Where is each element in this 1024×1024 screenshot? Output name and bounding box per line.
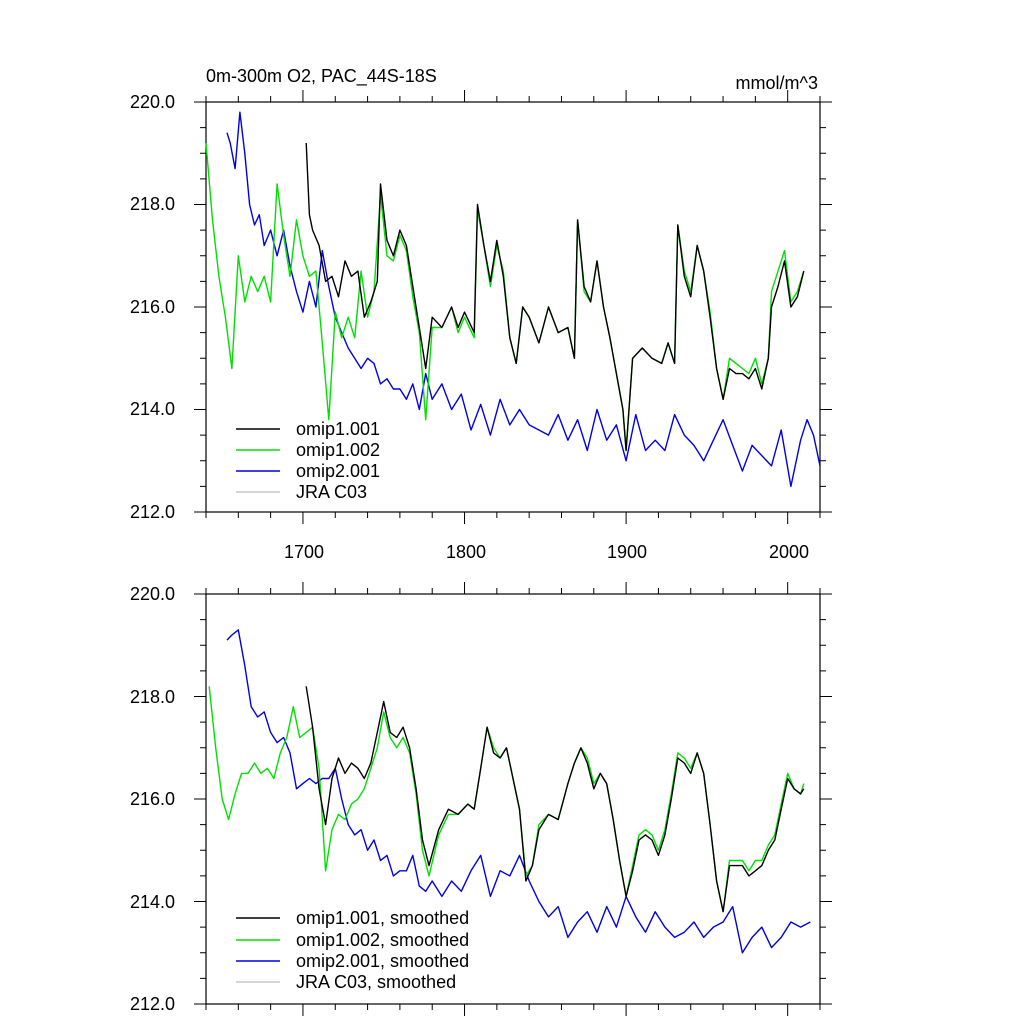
units-label: mmol/m^3 — [736, 73, 818, 93]
bottom-series-group — [208, 629, 811, 954]
y-tick-label-218-b: 218.0 — [130, 687, 175, 707]
bottom-legend: omip1.001, smoothed omip1.002, smoothed … — [236, 908, 469, 992]
legend-label-jra-c03: JRA C03 — [296, 482, 367, 502]
y-tick-label-212: 212.0 — [130, 502, 175, 522]
y-tick-label-212-b: 212.0 — [130, 994, 175, 1014]
top-panel: 0m-300m O2, PAC_44S-18S mmol/m^3 220.0 2… — [130, 66, 832, 562]
legend-label-omip1-002-smoothed: omip1.002, smoothed — [296, 930, 469, 950]
legend-label-omip2-001: omip2.001 — [296, 461, 380, 481]
top-series-omip1-001 — [305, 142, 805, 452]
x-tick-label-1700: 1700 — [284, 542, 324, 562]
top-series-group — [205, 111, 821, 488]
top-series-omip2-001 — [226, 111, 821, 488]
legend-label-jra-c03-smoothed: JRA C03, smoothed — [296, 972, 456, 992]
legend-label-omip1-001-smoothed: omip1.001, smoothed — [296, 908, 469, 928]
y-tick-label-220-b: 220.0 — [130, 584, 175, 604]
x-tick-label-2000: 2000 — [769, 542, 809, 562]
top-legend: omip1.001 omip1.002 omip2.001 JRA C03 — [236, 419, 380, 502]
y-tick-label-216-b: 216.0 — [130, 789, 175, 809]
bottom-panel: 220.0 218.0 216.0 214.0 212.0 omip1.001,… — [130, 582, 832, 1016]
legend-label-omip1-001: omip1.001 — [296, 419, 380, 439]
bottom-series-omip1-002-smoothed — [208, 686, 805, 913]
y-tick-label-214: 214.0 — [130, 399, 175, 419]
legend-label-omip2-001-smoothed: omip2.001, smoothed — [296, 951, 469, 971]
y-tick-label-218: 218.0 — [130, 194, 175, 214]
legend-label-omip1-002: omip1.002 — [296, 440, 380, 460]
y-tick-label-216: 216.0 — [130, 297, 175, 317]
y-tick-label-220: 220.0 — [130, 92, 175, 112]
bottom-ticks — [194, 582, 832, 1016]
y-tick-label-214-b: 214.0 — [130, 892, 175, 912]
top-series-omip1-002 — [205, 142, 805, 452]
bottom-series-omip2-001-smoothed — [226, 629, 811, 954]
x-tick-label-1800: 1800 — [446, 542, 486, 562]
x-tick-label-1900: 1900 — [607, 542, 647, 562]
bottom-series-omip1-001-smoothed — [305, 686, 805, 913]
top-ticks — [194, 90, 832, 524]
chart-title: 0m-300m O2, PAC_44S-18S — [206, 66, 437, 87]
